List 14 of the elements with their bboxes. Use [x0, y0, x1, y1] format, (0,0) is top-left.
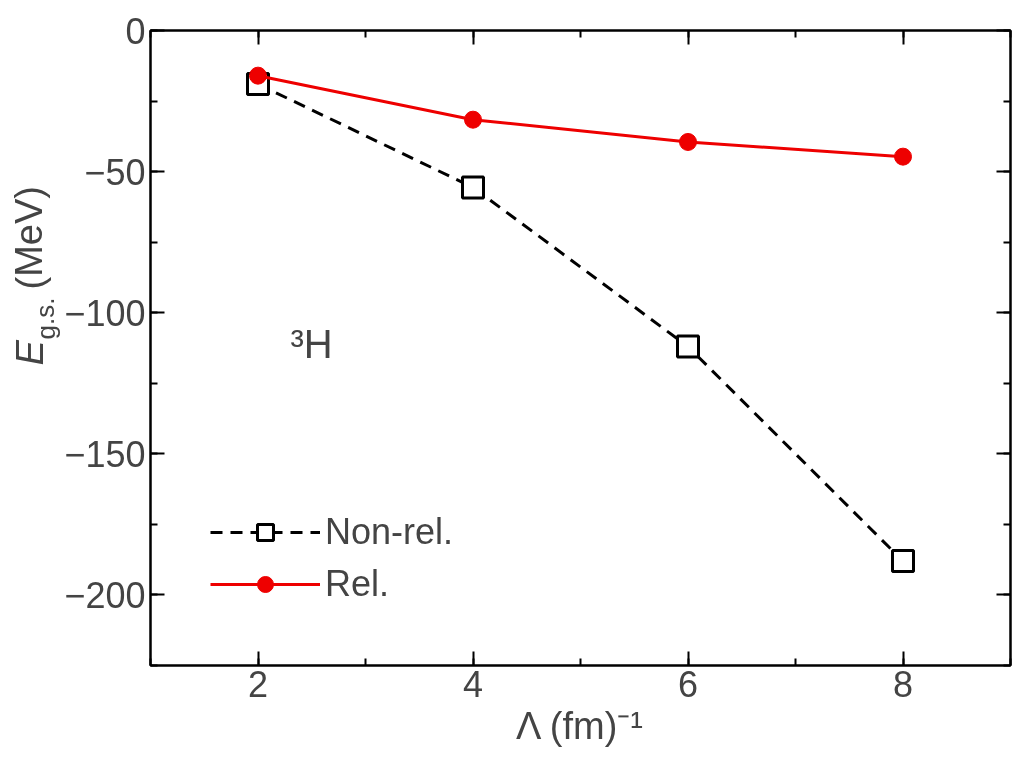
annotation: ³H: [290, 321, 333, 366]
legend-label: Non-rel.: [325, 511, 454, 553]
y-tick-label: −200: [64, 574, 146, 616]
y-tick-label: −50: [84, 151, 146, 193]
x-axis-title: Λ (fm)⁻¹: [515, 704, 643, 747]
y-axis-title: Eg.s. (MeV): [8, 186, 61, 366]
y-tick-label: −100: [64, 292, 146, 334]
legend-label: Rel.: [325, 563, 390, 605]
y-tick-label: −150: [64, 433, 146, 475]
x-tick-label: 2: [247, 663, 269, 705]
x-tick-label: 8: [892, 663, 914, 705]
x-tick-label: 4: [462, 663, 484, 705]
y-tick-label: 0: [125, 10, 146, 52]
x-tick-label: 6: [677, 663, 699, 705]
